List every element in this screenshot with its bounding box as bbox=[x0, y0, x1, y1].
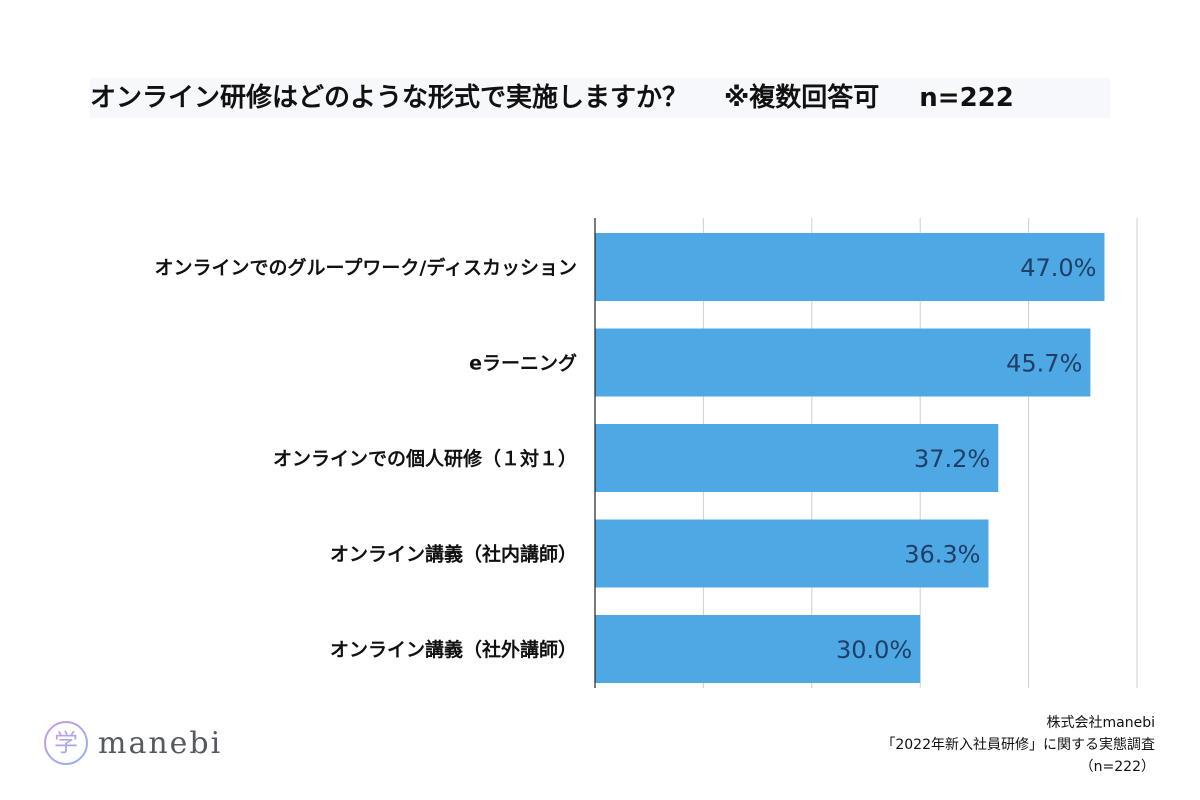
bar bbox=[595, 328, 1091, 397]
sample-size: n=222 bbox=[919, 83, 1014, 113]
manebi-logo: 学 manebi bbox=[42, 718, 222, 768]
source-company: 株式会社manebi bbox=[1046, 715, 1155, 731]
source-survey: 「2022年新入社員研修」に関する実態調査 bbox=[881, 737, 1155, 753]
bar bbox=[595, 615, 921, 683]
bar bbox=[595, 519, 989, 588]
category-label: eラーニング bbox=[469, 352, 577, 375]
logo-mark-char: 学 bbox=[54, 729, 78, 757]
chart-question: オンライン研修はどのような形式で実施しますか？ bbox=[90, 83, 689, 113]
multiple-answer-note: ※複数回答可 bbox=[724, 83, 880, 113]
chart-title: オンライン研修はどのような形式で実施しますか？ ※複数回答可 n=222 bbox=[90, 78, 1110, 118]
category-label: オンライン講義（社内講師） bbox=[330, 543, 577, 566]
category-label: オンライン講義（社外講師） bbox=[330, 638, 577, 661]
bar bbox=[595, 233, 1105, 301]
data-label: 30.0% bbox=[836, 636, 912, 664]
bar-chart: オンラインでのグループワーク/ディスカッション 47.0% eラーニング 45.7% オ… bbox=[155, 218, 1138, 688]
bar bbox=[595, 424, 999, 492]
category-label: オンラインでのグループワーク/ディスカッション bbox=[155, 256, 577, 279]
data-label: 47.0% bbox=[1020, 254, 1096, 282]
source-sample: （n=222） bbox=[1079, 759, 1155, 775]
data-label: 36.3% bbox=[904, 541, 980, 569]
data-label: 45.7% bbox=[1006, 350, 1082, 378]
manebi-logo-icon: 学 bbox=[44, 721, 88, 765]
category-label: オンラインでの個人研修（１対１） bbox=[273, 447, 577, 470]
data-label: 37.2% bbox=[914, 445, 990, 473]
logo-text: manebi bbox=[98, 725, 223, 761]
source-note: 株式会社manebi 「2022年新入社員研修」に関する実態調査 （n=222） bbox=[881, 712, 1155, 778]
